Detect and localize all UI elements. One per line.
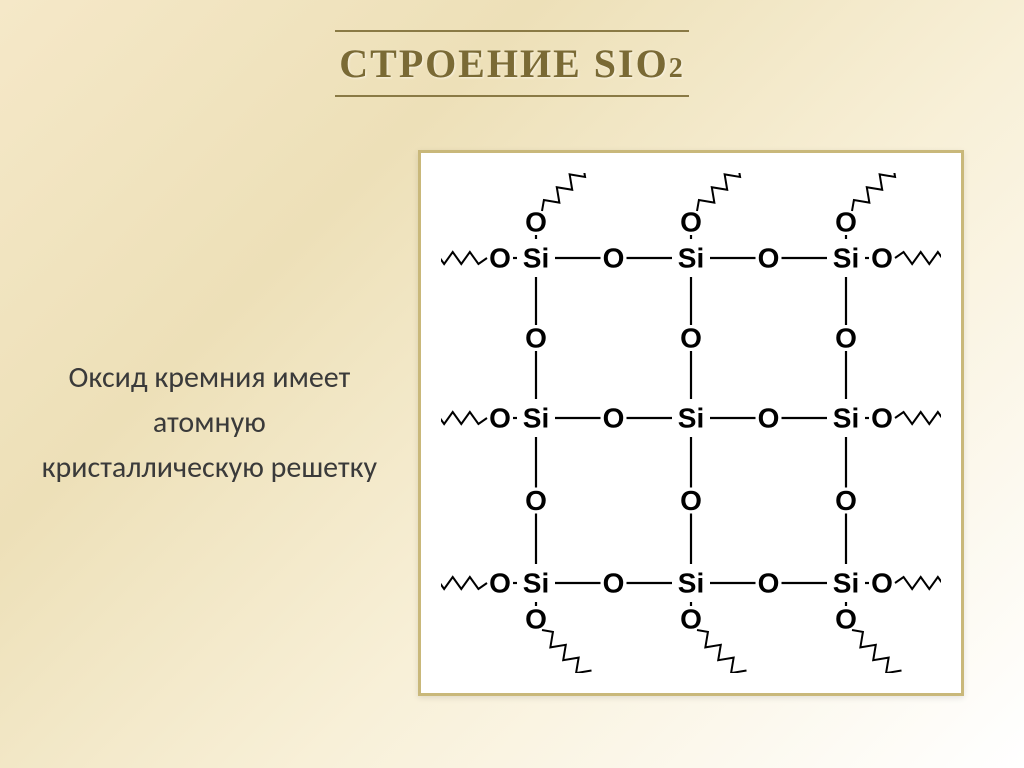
svg-text:O: O: [525, 206, 547, 237]
slide-title: СТРОЕНИЕ SIO2: [335, 30, 688, 97]
svg-text:Si: Si: [833, 402, 859, 433]
slide: СТРОЕНИЕ SIO2 Оксид кремния имеет атомну…: [0, 0, 1024, 768]
svg-text:O: O: [758, 242, 780, 273]
svg-text:O: O: [758, 402, 780, 433]
svg-text:O: O: [489, 242, 511, 273]
svg-text:O: O: [603, 242, 625, 273]
svg-text:O: O: [835, 206, 857, 237]
svg-text:O: O: [603, 567, 625, 598]
description-text: Оксид кремния имеет атомную кристалличес…: [40, 355, 379, 490]
svg-text:O: O: [680, 485, 702, 516]
svg-text:O: O: [489, 402, 511, 433]
title-subscript: 2: [669, 53, 685, 84]
svg-text:Si: Si: [678, 402, 704, 433]
svg-text:Si: Si: [523, 242, 549, 273]
svg-text:O: O: [603, 402, 625, 433]
svg-text:O: O: [871, 242, 893, 273]
diagram-box: OOOOOOOOOOOOSiSiSiSiSiSiSiSiSiOOOOOOOOOO…: [418, 150, 964, 696]
svg-text:O: O: [871, 567, 893, 598]
svg-text:Si: Si: [523, 402, 549, 433]
title-wrap: СТРОЕНИЕ SIO2: [40, 30, 984, 97]
content-row: Оксид кремния имеет атомную кристалличес…: [40, 107, 984, 738]
svg-text:Si: Si: [523, 567, 549, 598]
svg-text:O: O: [758, 567, 780, 598]
svg-text:O: O: [680, 322, 702, 353]
title-prefix: СТРОЕНИЕ SIO: [339, 41, 668, 86]
description-panel: Оксид кремния имеет атомную кристалличес…: [40, 355, 399, 490]
svg-text:O: O: [871, 402, 893, 433]
svg-text:Si: Si: [678, 567, 704, 598]
svg-text:O: O: [489, 567, 511, 598]
svg-text:Si: Si: [678, 242, 704, 273]
svg-text:Si: Si: [833, 567, 859, 598]
svg-text:O: O: [835, 485, 857, 516]
svg-text:Si: Si: [833, 242, 859, 273]
svg-text:O: O: [680, 206, 702, 237]
svg-text:O: O: [835, 322, 857, 353]
svg-text:O: O: [525, 322, 547, 353]
diagram-panel: OOOOOOOOOOOOSiSiSiSiSiSiSiSiSiOOOOOOOOOO…: [399, 150, 984, 696]
svg-text:O: O: [525, 485, 547, 516]
lattice-diagram: OOOOOOOOOOOOSiSiSiSiSiSiSiSiSiOOOOOOOOOO…: [441, 173, 941, 673]
